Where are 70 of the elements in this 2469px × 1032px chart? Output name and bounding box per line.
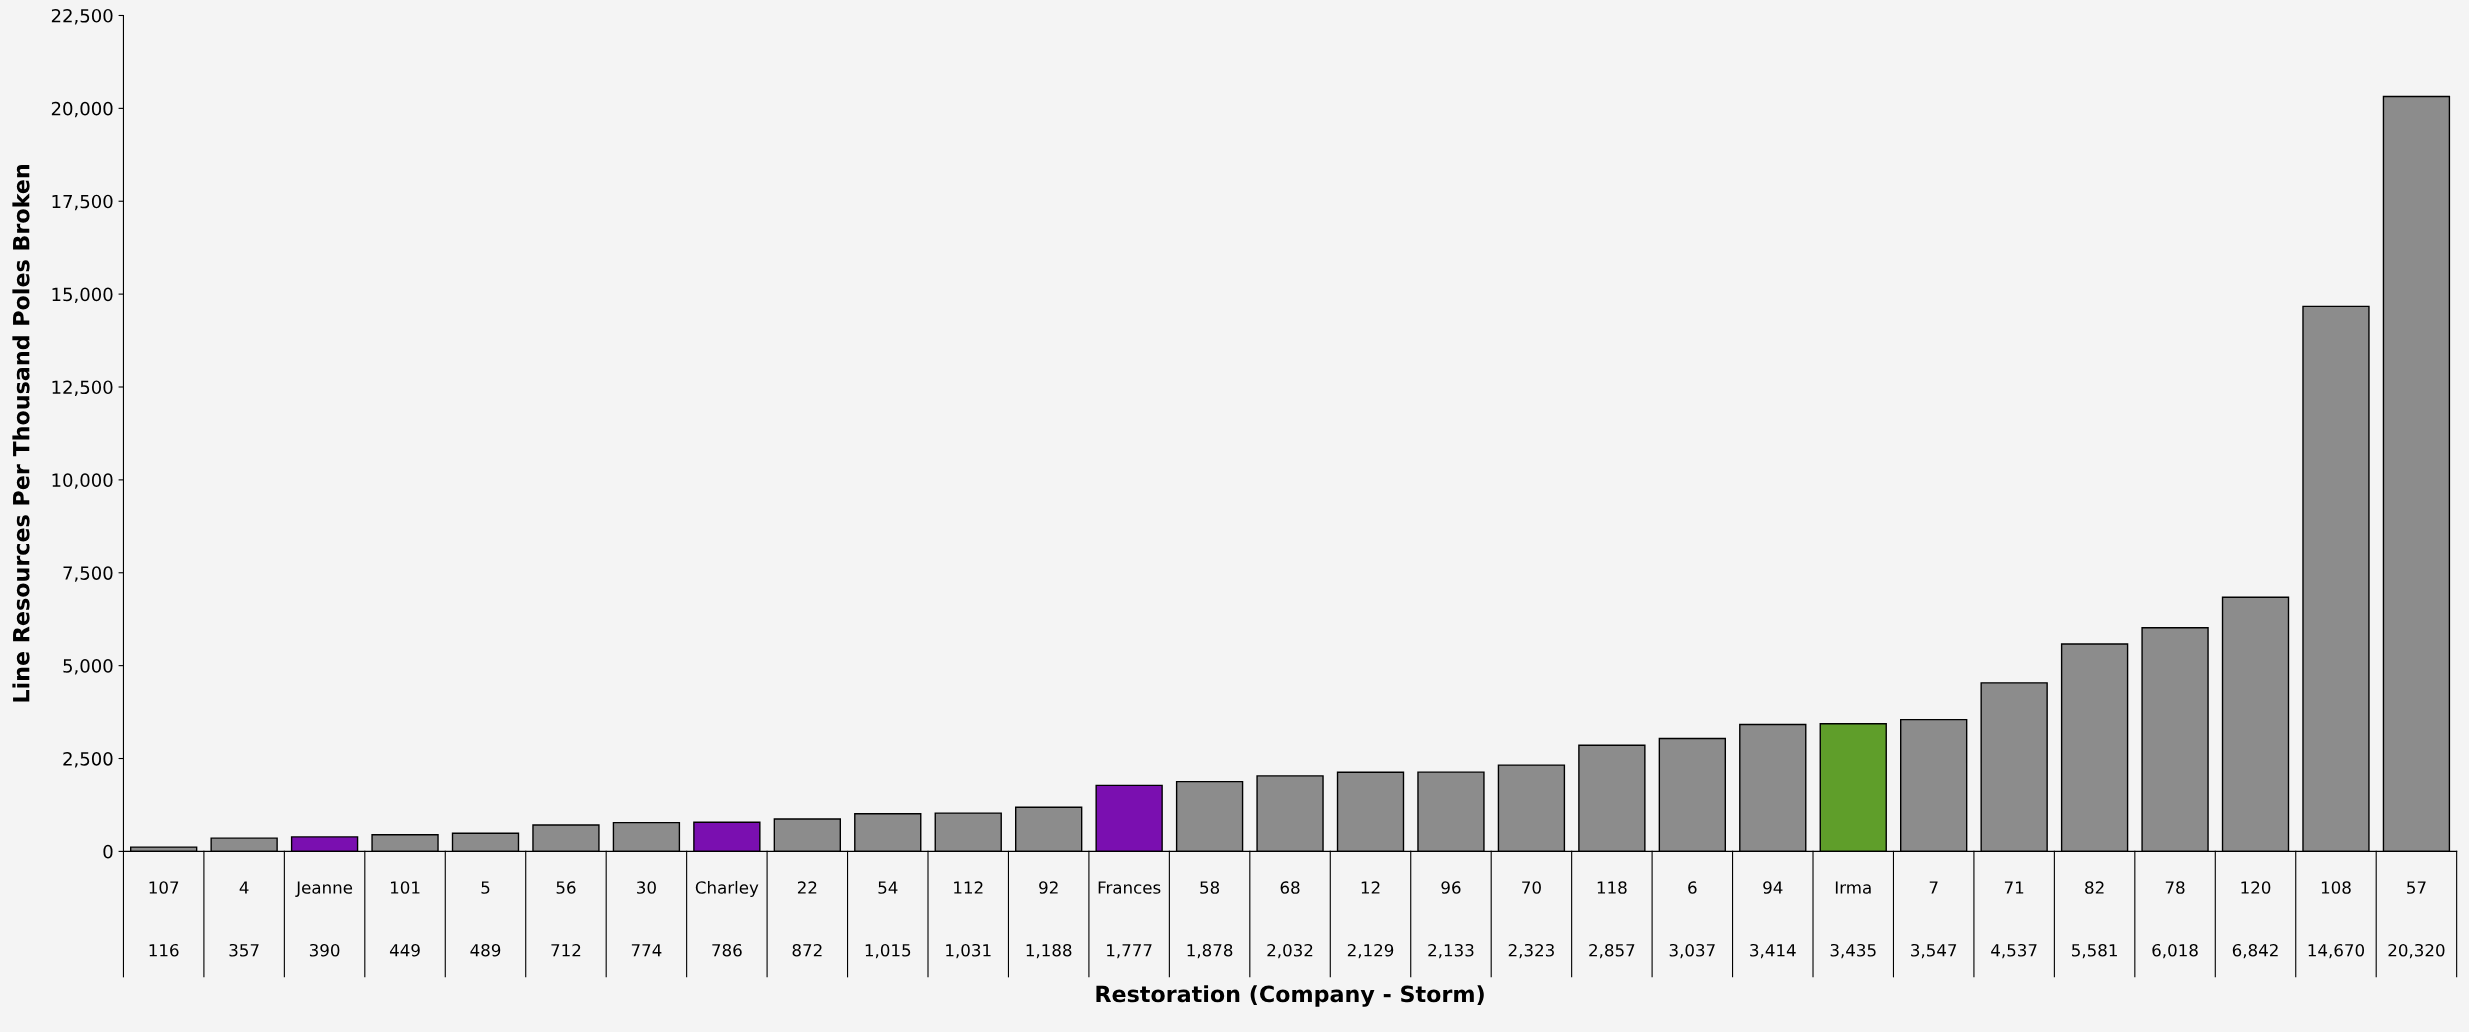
x-tick-label: 92 (1039, 881, 1058, 894)
x-tick-label: 12 (1361, 881, 1380, 894)
data-label: 3,414 (1750, 943, 1796, 959)
y-tick-label: 2,500 (63, 751, 113, 768)
x-tick-label: 4 (239, 881, 249, 894)
x-tick-label: 7 (1929, 881, 1938, 894)
data-label: 6,842 (2232, 943, 2278, 959)
data-label: 449 (389, 943, 420, 957)
x-tick-label: Jeanne (295, 881, 353, 897)
x-tick-label: 94 (1763, 881, 1783, 894)
x-tick-label: 70 (1522, 881, 1541, 894)
x-axis-title: Restoration (Company - Storm) (1096, 985, 1484, 1007)
y-tick-label: 12,500 (52, 380, 113, 396)
data-label: 1,188 (1026, 943, 1072, 959)
y-tick-label: 15,000 (52, 287, 113, 304)
x-tick-label: 96 (1441, 881, 1461, 894)
x-tick-label: 82 (2085, 881, 2104, 894)
x-tick-label: 71 (2004, 881, 2024, 894)
data-label: 14,670 (2308, 943, 2365, 959)
y-tick-label: 0 (103, 844, 113, 859)
data-label: 20,320 (2388, 943, 2445, 959)
data-label: 2,857 (1589, 943, 1635, 959)
x-tick-label: Charley (695, 880, 759, 898)
x-tick-label: 118 (1597, 881, 1627, 894)
y-tick-label: 7,500 (63, 566, 113, 582)
x-tick-label: 101 (390, 881, 420, 894)
data-label: 5,581 (2072, 943, 2117, 959)
x-tick-label: 6 (1688, 881, 1697, 894)
data-label: 1,777 (1107, 944, 1152, 959)
data-label: 357 (229, 943, 259, 957)
y-tick-label: 20,000 (51, 101, 113, 118)
data-label: 3,037 (1669, 943, 1715, 959)
x-tick-label: 108 (2321, 881, 2351, 894)
data-label: 1,031 (946, 943, 991, 959)
x-tick-label: 107 (149, 881, 179, 894)
x-tick-label: 112 (954, 881, 983, 894)
y-axis-title: Line Resources Per Thousand Poles Broken (12, 165, 30, 702)
x-tick-label: Irma (1835, 881, 1871, 894)
x-tick-label: 54 (878, 881, 898, 894)
data-label: 390 (309, 943, 340, 957)
x-tick-label: 78 (2165, 881, 2185, 894)
data-label: 2,129 (1347, 943, 1394, 959)
x-tick-label: 58 (1200, 881, 1220, 894)
x-tick-label: 22 (797, 881, 817, 894)
data-label: 2,323 (1508, 943, 1554, 959)
data-label: 6,018 (2152, 943, 2198, 959)
data-label: 2,133 (1428, 943, 1474, 959)
x-tick-label: 5 (481, 881, 490, 894)
data-label: 872 (792, 943, 822, 957)
data-label: 774 (631, 944, 662, 957)
x-tick-label: 57 (2407, 881, 2426, 894)
data-label: 2,032 (1267, 943, 1313, 959)
data-label: 1,878 (1187, 943, 1233, 959)
data-label: 712 (551, 943, 581, 957)
y-tick-label: 22,500 (51, 8, 113, 25)
data-label: 4,537 (1991, 943, 2037, 959)
x-tick-label: 68 (1280, 881, 1300, 894)
x-tick-label: Frances (1098, 881, 1161, 894)
y-tick-label: 5,000 (63, 659, 113, 675)
x-tick-label: 120 (2241, 881, 2271, 894)
data-label: 786 (712, 943, 742, 957)
x-tick-label: 56 (556, 881, 576, 894)
data-label: 1,015 (865, 943, 911, 959)
y-tick-label: 17,500 (52, 194, 113, 211)
data-label: 116 (149, 943, 179, 957)
data-label: 489 (470, 943, 501, 957)
data-label: 3,547 (1911, 943, 1957, 959)
y-tick-label: 10,000 (52, 473, 113, 489)
data-label: 3,435 (1830, 943, 1876, 959)
x-tick-label: 30 (637, 881, 656, 894)
